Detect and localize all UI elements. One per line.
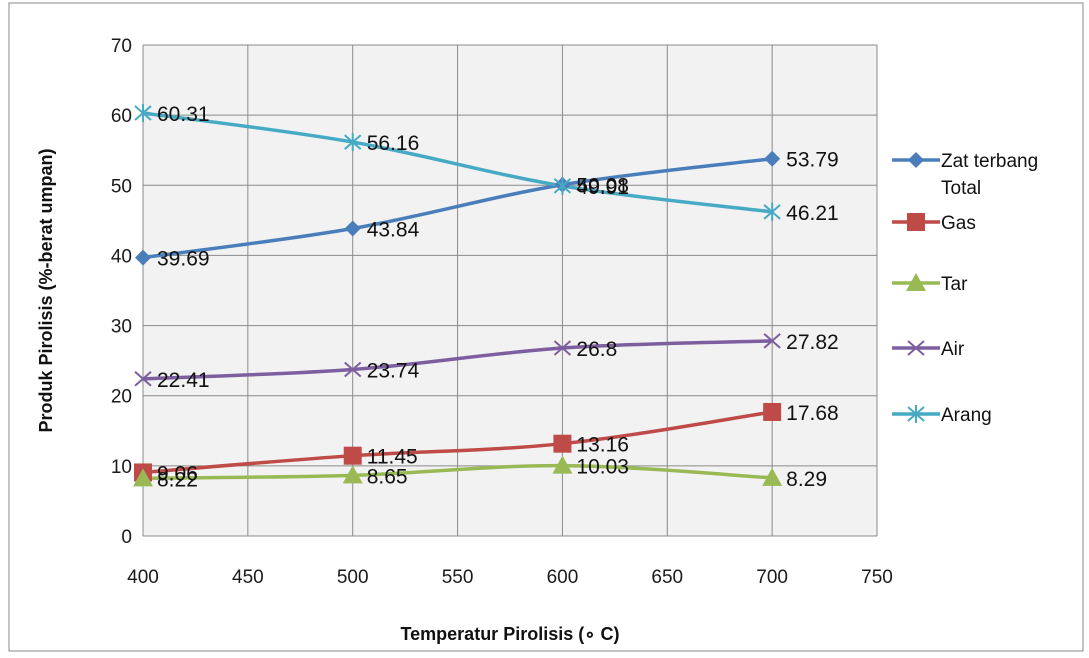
data-point (344, 133, 362, 152)
series-line-1 (142, 410, 773, 475)
x-tick-label: 600 (547, 567, 579, 588)
data-label: 23.74 (367, 359, 420, 382)
data-point (762, 467, 783, 486)
data-label: 9.06 (157, 462, 198, 485)
series-line-3 (142, 339, 773, 381)
y-tick-label: 10 (111, 457, 132, 478)
data-point (133, 468, 153, 487)
y-tick-label: 70 (111, 36, 132, 57)
y-tick-label: 20 (111, 387, 132, 408)
series-line-0 (142, 156, 773, 260)
data-label: 39.69 (157, 248, 210, 271)
series-line-4 (142, 111, 773, 214)
data-label: 13.16 (576, 434, 629, 457)
data-label: 56.16 (367, 132, 420, 155)
x-axis-title: Temperatur Pirolisis (∘ C) (401, 624, 620, 644)
y-tick-label: 40 (111, 246, 132, 267)
data-point (763, 333, 781, 349)
data-labels: 39.69 43.84 50.08 53.79 9.06 11.45 13.16 17.68 8… (157, 103, 839, 491)
plot-area (143, 45, 877, 536)
data-point (764, 150, 781, 167)
legend-label: Arang (941, 405, 992, 426)
data-point (342, 465, 363, 484)
x-tick-label: 500 (337, 567, 369, 588)
data-point (553, 340, 572, 356)
data-label: 27.82 (786, 331, 839, 354)
data-point (763, 402, 782, 421)
legend-label: Zat terbang (941, 151, 1038, 172)
series-markers (133, 103, 783, 487)
y-tick-label: 0 (121, 527, 132, 548)
data-label: 50.08 (576, 175, 629, 198)
axis-ticks: 400 450 500 550 600 650 700 750 0 10 20 30 40 50 60 70 (111, 36, 893, 588)
series-line-2 (142, 463, 773, 481)
data-label: 8.29 (786, 468, 827, 491)
data-point (343, 446, 362, 465)
legend-swatch-marker (907, 405, 925, 423)
data-label: 46.21 (786, 202, 839, 225)
data-point (553, 176, 572, 195)
x-tick-label: 400 (127, 567, 159, 588)
data-point (344, 361, 362, 378)
y-tick-label: 50 (111, 176, 132, 197)
legend-label: Total (941, 178, 981, 199)
x-tick-label: 550 (442, 567, 474, 588)
data-label: 49.91 (576, 176, 629, 199)
data-point (134, 371, 152, 387)
x-tick-label: 700 (756, 567, 788, 588)
legend-swatch-marker (908, 152, 924, 168)
x-tick-label: 450 (232, 567, 264, 588)
legend-swatch-marker (907, 340, 925, 356)
data-label: 8.65 (367, 465, 408, 488)
data-point (134, 103, 152, 122)
data-label: 26.8 (576, 338, 617, 361)
data-label: 11.45 (367, 446, 418, 469)
data-point (552, 455, 573, 474)
y-tick-label: 60 (111, 106, 132, 127)
series-lines (142, 111, 773, 481)
legend-swatch-marker (906, 273, 926, 291)
data-label: 43.84 (367, 218, 420, 241)
data-label: 53.79 (786, 149, 839, 172)
legend-label: Air (941, 339, 965, 360)
data-label: 17.68 (786, 402, 839, 425)
y-axis-title: Produk Pirolisis (%-berat umpan) (36, 148, 56, 432)
data-label: 22.41 (157, 369, 210, 392)
x-tick-label: 750 (861, 567, 893, 588)
x-tick-label: 650 (651, 567, 683, 588)
legend-label: Tar (941, 274, 968, 295)
legend-swatch-marker (907, 213, 925, 231)
data-point (763, 202, 781, 221)
legend: Zat terbang Total Gas Tar Air Arang (892, 151, 1038, 426)
legend-label: Gas (941, 213, 976, 234)
data-label: 60.31 (157, 103, 210, 126)
data-point (344, 220, 361, 237)
data-label: 8.22 (157, 468, 198, 491)
data-point (135, 249, 151, 266)
data-point (553, 434, 572, 453)
y-tick-label: 30 (111, 317, 132, 338)
data-label: 10.03 (576, 456, 629, 479)
